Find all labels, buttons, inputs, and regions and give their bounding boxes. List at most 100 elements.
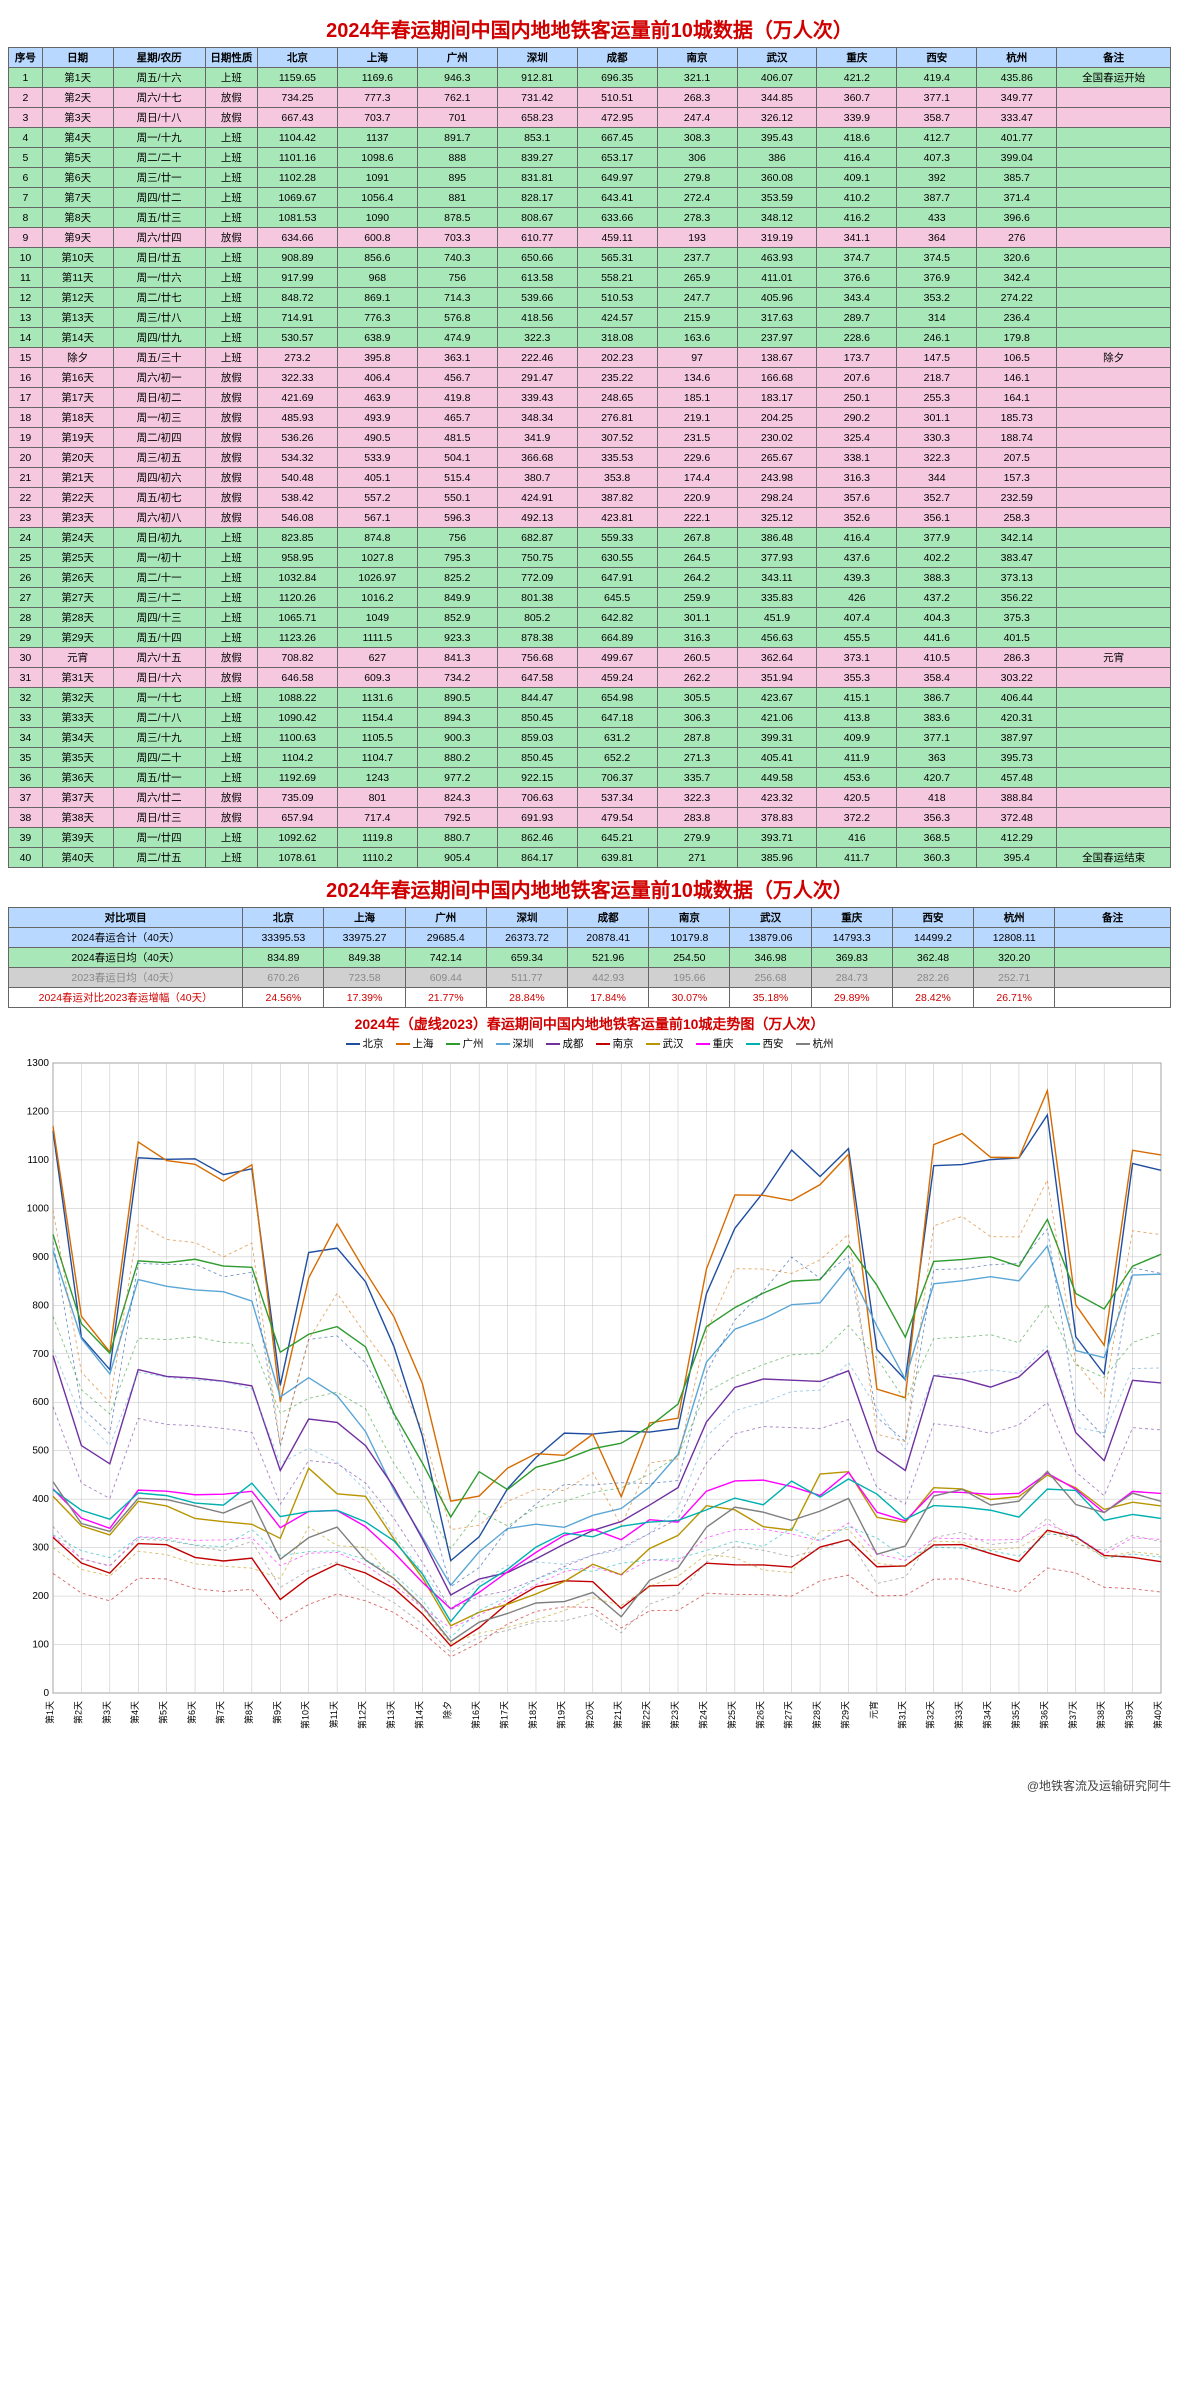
svg-text:第25天: 第25天: [726, 1701, 737, 1729]
svg-text:除夕: 除夕: [442, 1701, 453, 1719]
svg-text:第24天: 第24天: [697, 1701, 708, 1729]
trend-chart: 0100200300400500600700800900100011001200…: [8, 1053, 1171, 1773]
data-table: 序号日期星期/农历日期性质北京上海广州深圳成都南京武汉重庆西安杭州备注 1第1天…: [8, 47, 1171, 868]
col-header: 序号: [9, 48, 43, 68]
svg-text:第5天: 第5天: [158, 1701, 169, 1724]
svg-text:第22天: 第22天: [641, 1701, 652, 1729]
table-row: 26第26天周二/十一上班1032.841026.97825.2772.0964…: [9, 568, 1171, 588]
svg-text:第9天: 第9天: [271, 1701, 282, 1724]
svg-text:1000: 1000: [27, 1203, 50, 1214]
table-row: 7第7天周四/廿二上班1069.671056.4881828.17643.412…: [9, 188, 1171, 208]
table-header: 序号日期星期/农历日期性质北京上海广州深圳成都南京武汉重庆西安杭州备注: [9, 48, 1171, 68]
table-row: 8第8天周五/廿三上班1081.531090878.5808.67633.662…: [9, 208, 1171, 228]
svg-text:第28天: 第28天: [811, 1701, 822, 1729]
summary-row: 2023春运日均（40天）670.26723.58609.44511.77442…: [9, 968, 1171, 988]
legend-item: 西安: [746, 1036, 784, 1051]
table-row: 27第27天周三/十二上班1120.261016.2849.9801.38645…: [9, 588, 1171, 608]
svg-text:第19天: 第19天: [555, 1701, 566, 1729]
chart-legend: 北京上海广州深圳成都南京武汉重庆西安杭州: [8, 1036, 1171, 1051]
svg-text:第21天: 第21天: [612, 1701, 623, 1729]
table-row: 31第31天周日/十六放假646.58609.3734.2647.58459.2…: [9, 668, 1171, 688]
legend-item: 深圳: [496, 1036, 534, 1051]
summary-row: 2024春运日均（40天）834.89849.38742.14659.34521…: [9, 948, 1171, 968]
svg-text:第7天: 第7天: [214, 1701, 225, 1724]
svg-text:第32天: 第32天: [925, 1701, 936, 1729]
col-header: 深圳: [497, 48, 577, 68]
main-title: 2024年春运期间中国内地地铁客运量前10城数据（万人次）: [8, 14, 1171, 43]
svg-text:第23天: 第23天: [669, 1701, 680, 1729]
table-row: 32第32天周一/十七上班1088.221131.6890.5844.47654…: [9, 688, 1171, 708]
col-header: 星期/农历: [113, 48, 205, 68]
table-row: 25第25天周一/初十上班958.951027.8795.3750.75630.…: [9, 548, 1171, 568]
svg-text:第37天: 第37天: [1067, 1701, 1078, 1729]
col-header: 日期: [42, 48, 113, 68]
table-row: 23第23天周六/初八放假546.08567.1596.3492.13423.8…: [9, 508, 1171, 528]
svg-text:200: 200: [32, 1591, 49, 1602]
svg-text:第38天: 第38天: [1095, 1701, 1106, 1729]
svg-text:第14天: 第14天: [413, 1701, 424, 1729]
svg-text:第31天: 第31天: [896, 1701, 907, 1729]
legend-item: 重庆: [696, 1036, 734, 1051]
svg-text:1100: 1100: [27, 1155, 49, 1166]
table-row: 9第9天周六/廿四放假634.66600.8703.3610.77459.111…: [9, 228, 1171, 248]
table-row: 22第22天周五/初七放假538.42557.2550.1424.91387.8…: [9, 488, 1171, 508]
table-row: 1第1天周五/十六上班1159.651169.6946.3912.81696.3…: [9, 68, 1171, 88]
table-row: 21第21天周四/初六放假540.48405.1515.4380.7353.81…: [9, 468, 1171, 488]
svg-text:第2天: 第2天: [72, 1701, 83, 1724]
col-header: 上海: [337, 48, 417, 68]
legend-item: 杭州: [796, 1036, 834, 1051]
table-row: 18第18天周一/初三放假485.93493.9465.7348.34276.8…: [9, 408, 1171, 428]
svg-text:第18天: 第18天: [527, 1701, 538, 1729]
svg-text:第34天: 第34天: [982, 1701, 993, 1729]
svg-text:第36天: 第36天: [1038, 1701, 1049, 1729]
table-row: 16第16天周六/初一放假322.33406.4456.7291.47235.2…: [9, 368, 1171, 388]
legend-item: 成都: [546, 1036, 584, 1051]
summary-title: 2024年春运期间中国内地地铁客运量前10城数据（万人次）: [8, 874, 1171, 903]
col-header: 北京: [257, 48, 337, 68]
table-row: 13第13天周三/廿八上班714.91776.3576.8418.56424.5…: [9, 308, 1171, 328]
summary-header: 对比项目北京上海广州深圳成都南京武汉重庆西安杭州备注: [9, 908, 1171, 928]
svg-text:第26天: 第26天: [754, 1701, 765, 1729]
col-header: 日期性质: [205, 48, 257, 68]
col-header: 广州: [417, 48, 497, 68]
svg-text:第4天: 第4天: [129, 1701, 140, 1724]
table-row: 2第2天周六/十七放假734.25777.3762.1731.42510.512…: [9, 88, 1171, 108]
chart-title: 2024年（虚线2023）春运期间中国内地地铁客运量前10城走势图（万人次）: [8, 1014, 1171, 1034]
legend-item: 武汉: [646, 1036, 684, 1051]
svg-text:第17天: 第17天: [499, 1701, 510, 1729]
svg-text:第39天: 第39天: [1124, 1701, 1135, 1729]
svg-text:第29天: 第29天: [839, 1701, 850, 1729]
table-row: 35第35天周四/二十上班1104.21104.7880.2850.45652.…: [9, 748, 1171, 768]
table-row: 4第4天周一/十九上班1104.421137891.7853.1667.4530…: [9, 128, 1171, 148]
legend-item: 北京: [346, 1036, 384, 1051]
summary-row: 2024春运对比2023春运增幅（40天）24.56%17.39%21.77%2…: [9, 988, 1171, 1008]
table-row: 34第34天周三/十九上班1100.631105.5900.3859.03631…: [9, 728, 1171, 748]
svg-text:第40天: 第40天: [1152, 1701, 1163, 1729]
svg-text:第13天: 第13天: [385, 1701, 396, 1729]
col-header: 南京: [657, 48, 737, 68]
table-row: 24第24天周日/初九上班823.85874.8756682.87559.332…: [9, 528, 1171, 548]
table-row: 5第5天周二/二十上班1101.161098.6888839.27653.173…: [9, 148, 1171, 168]
svg-text:第3天: 第3天: [101, 1701, 112, 1724]
svg-text:700: 700: [32, 1349, 49, 1360]
svg-text:300: 300: [32, 1543, 49, 1554]
table-row: 36第36天周五/廿一上班1192.691243977.2922.15706.3…: [9, 768, 1171, 788]
table-row: 38第38天周日/廿三放假657.94717.4792.5691.93479.5…: [9, 808, 1171, 828]
col-header: 成都: [577, 48, 657, 68]
col-header: 武汉: [737, 48, 817, 68]
svg-text:0: 0: [43, 1688, 49, 1699]
table-row: 29第29天周五/十四上班1123.261111.5923.3878.38664…: [9, 628, 1171, 648]
col-header: 杭州: [977, 48, 1057, 68]
summary-table: 对比项目北京上海广州深圳成都南京武汉重庆西安杭州备注 2024春运合计（40天）…: [8, 907, 1171, 1008]
table-row: 3第3天周日/十八放假667.43703.7701658.23472.95247…: [9, 108, 1171, 128]
legend-item: 南京: [596, 1036, 634, 1051]
svg-text:600: 600: [32, 1397, 49, 1408]
table-row: 40第40天周二/廿五上班1078.611110.2905.4864.17639…: [9, 848, 1171, 868]
svg-text:100: 100: [32, 1640, 49, 1651]
svg-text:第16天: 第16天: [470, 1701, 481, 1729]
table-row: 12第12天周二/廿七上班848.72869.1714.3539.66510.5…: [9, 288, 1171, 308]
svg-text:第27天: 第27天: [783, 1701, 794, 1729]
svg-text:第33天: 第33天: [953, 1701, 964, 1729]
svg-text:第8天: 第8天: [243, 1701, 254, 1724]
svg-text:500: 500: [32, 1446, 49, 1457]
